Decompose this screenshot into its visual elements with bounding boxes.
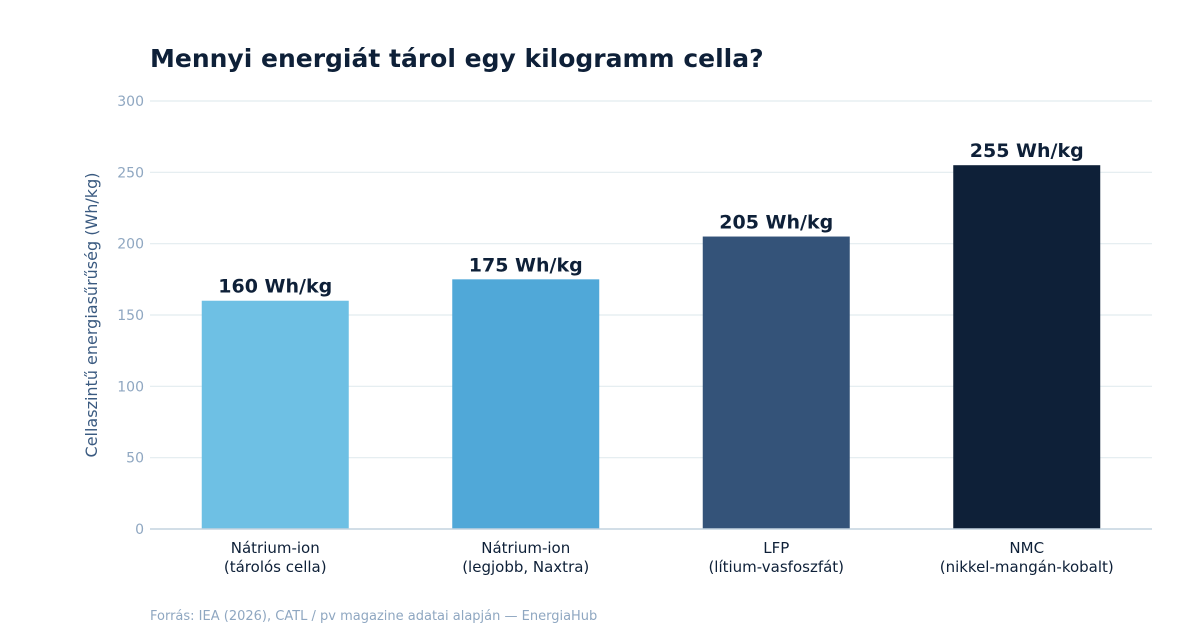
x-tick-label: Nátrium-ion bbox=[231, 539, 320, 557]
x-tick-label: Nátrium-ion bbox=[481, 539, 570, 557]
x-axis-categories: Nátrium-ion(tárolós cella)Nátrium-ion(le… bbox=[224, 539, 1114, 576]
data-label: 255 Wh/kg bbox=[970, 140, 1084, 162]
data-label: 160 Wh/kg bbox=[218, 276, 332, 298]
data-label: 175 Wh/kg bbox=[469, 254, 583, 276]
x-tick-label: (legjobb, Naxtra) bbox=[462, 558, 589, 576]
data-labels: 160 Wh/kg 175 Wh/kg 205 Wh/kg 255 Wh/kg bbox=[218, 140, 1083, 298]
y-tick-label: 300 bbox=[117, 94, 144, 110]
bar bbox=[702, 236, 850, 530]
y-tick-label: 150 bbox=[117, 308, 144, 324]
bars bbox=[201, 165, 1101, 530]
x-tick-label: LFP bbox=[763, 539, 789, 557]
y-axis-label: Cellaszintű energiasűrűség (Wh/kg) bbox=[82, 173, 101, 458]
y-tick-label: 100 bbox=[117, 379, 144, 395]
x-tick-label: NMC bbox=[1009, 539, 1044, 557]
chart-title: Mennyi energiát tárol egy kilogramm cell… bbox=[150, 44, 764, 73]
y-tick-label: 50 bbox=[126, 451, 144, 467]
y-tick-label: 0 bbox=[135, 522, 144, 538]
data-label: 205 Wh/kg bbox=[719, 212, 833, 234]
bar bbox=[201, 300, 349, 529]
source-note: Forrás: IEA (2026), CATL / pv magazine a… bbox=[150, 609, 598, 624]
bar bbox=[452, 279, 600, 529]
y-tick-label: 200 bbox=[117, 237, 144, 253]
bar bbox=[953, 165, 1101, 529]
y-tick-label: 250 bbox=[117, 165, 144, 181]
y-axis-ticks: 0 50 100 150 200 250 300 bbox=[117, 94, 144, 538]
x-tick-label: (tárolós cella) bbox=[224, 558, 327, 576]
x-tick-label: (lítium-vasfoszfát) bbox=[708, 558, 844, 576]
x-tick-label: (nikkel-mangán-kobalt) bbox=[940, 558, 1114, 576]
